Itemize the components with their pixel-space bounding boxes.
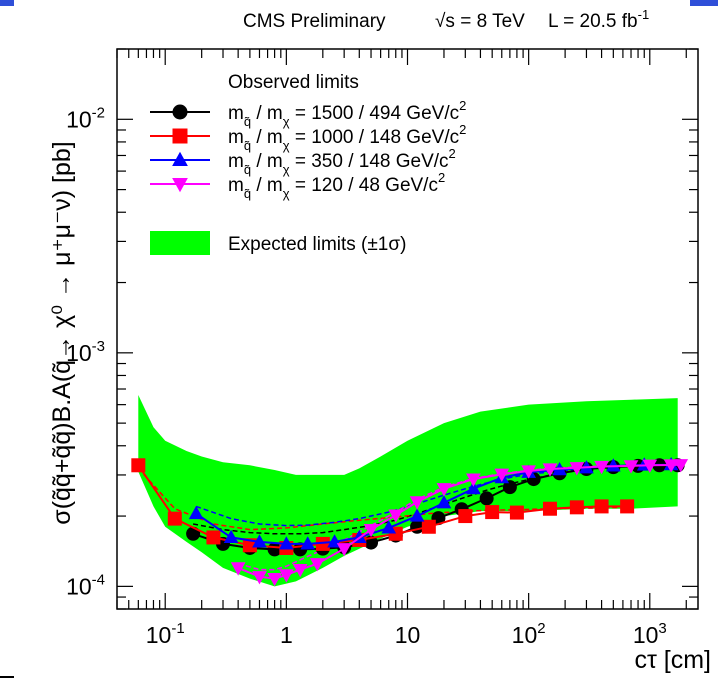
x-tick-label: 103	[633, 620, 667, 648]
series-2-point	[279, 536, 294, 550]
series-3-point	[466, 473, 481, 487]
axis-ticks-layer: 10-1 1 10 102 103 10-4 10-3 10-2	[66, 48, 698, 648]
series-3-point	[673, 459, 689, 473]
series-1-point	[594, 499, 609, 514]
expected-line-1	[137, 467, 628, 531]
series-3	[230, 459, 689, 587]
series-3-point	[336, 543, 352, 557]
header-lumi: L = 20.5 fb-1	[548, 7, 649, 32]
series-2-point	[300, 536, 316, 550]
x-tick-label: 10	[395, 622, 421, 648]
header-experiment: CMS Preliminary	[243, 11, 386, 32]
series-2-point	[436, 495, 452, 509]
legend-entry-3: mq̃ / mχ = 120 / 48 GeV/c2	[228, 170, 445, 201]
legend-band-swatch	[150, 231, 210, 255]
series-2-point	[223, 529, 239, 544]
x-tick-label: 10-1	[146, 620, 185, 648]
series-3-point	[279, 569, 294, 583]
x-axis-label-text: cτ [cm]	[634, 646, 711, 674]
series-3-point	[363, 524, 379, 538]
series-3-point	[267, 572, 282, 587]
series-2-point	[409, 508, 425, 522]
x-tick-label: 102	[512, 620, 546, 648]
series-1-point	[206, 530, 221, 545]
series-1-point	[421, 519, 436, 534]
legend-marker	[172, 151, 188, 166]
legend-entry-0: mq̃ / mχ = 1500 / 494 GeV/c2	[228, 98, 466, 129]
legend-entry-1: mq̃ / mχ = 1000 / 148 GeV/c2	[228, 122, 466, 153]
series-1-point	[131, 458, 146, 473]
series-3-point	[521, 465, 536, 479]
bottom-left-mark	[0, 676, 14, 678]
series-2-point	[466, 480, 481, 495]
series-3-point	[230, 562, 246, 576]
y-tick-label: 10-4	[66, 571, 105, 599]
series-3-point	[494, 468, 510, 482]
series-1-point	[485, 505, 500, 520]
series-3-point	[252, 571, 267, 585]
legend-marker	[172, 104, 188, 120]
series-2-point	[188, 505, 204, 520]
legend: Observed limits mq̃ / mχ = 1500 / 494 GeV…	[150, 72, 466, 255]
series-1-point	[569, 500, 584, 515]
series-3-point	[594, 460, 609, 475]
expected-band	[138, 395, 678, 587]
x-axis-label: cτ [cm]	[634, 646, 711, 674]
series-0-point	[479, 491, 494, 506]
series-3-point	[436, 483, 452, 497]
series-1-point	[458, 509, 473, 524]
expected-band-layer	[138, 395, 678, 587]
top-cropped-text-fragment-right	[690, 0, 718, 6]
series-1-point	[542, 501, 557, 516]
y-axis-label: σ(q̃q̃+q̃q̃)B.A(q̃→ χ⁰ → μ⁺μ⁻ν) [pb]	[48, 141, 76, 524]
legend-header: Observed limits	[228, 72, 359, 93]
series-3-point	[409, 496, 425, 510]
y-axis-label-text: σ(q̃q̃+q̃q̃)B.A(q̃→ χ⁰ → μ⁺μ⁻ν) [pb]	[48, 141, 76, 524]
series-2-point	[605, 458, 621, 472]
series-0-point	[502, 480, 517, 495]
series-3-point	[623, 460, 639, 474]
y-tick-label: 10-2	[66, 104, 105, 132]
series-3-point	[663, 459, 679, 473]
series-3-point	[542, 463, 558, 477]
series-3-point	[292, 563, 308, 578]
series-2-point	[252, 534, 267, 548]
series-1-point	[509, 505, 524, 520]
series-3-point	[569, 462, 585, 476]
series-3-point	[309, 558, 325, 572]
chart-header: CMS Preliminary √s = 8 TeV L = 20.5 fb-1	[243, 7, 649, 32]
observed-series-layer	[131, 456, 689, 587]
series-2-point	[381, 520, 397, 534]
legend-marker	[172, 178, 188, 193]
top-cropped-text-fragment	[0, 0, 14, 6]
header-energy: √s = 8 TeV	[435, 11, 525, 32]
legend-band-label: Expected limits (±1σ)	[228, 234, 406, 255]
series-1-point	[620, 499, 635, 514]
legend-entry-2: mq̃ / mχ = 350 / 148 GeV/c2	[228, 146, 456, 177]
x-tick-label: 1	[280, 622, 293, 648]
series-1-point	[167, 511, 182, 526]
series-3-point	[642, 459, 658, 473]
legend-marker	[172, 128, 188, 144]
series-3-point	[388, 509, 404, 523]
y-tick-label: 10-3	[66, 338, 105, 366]
series-1-point	[315, 536, 330, 551]
